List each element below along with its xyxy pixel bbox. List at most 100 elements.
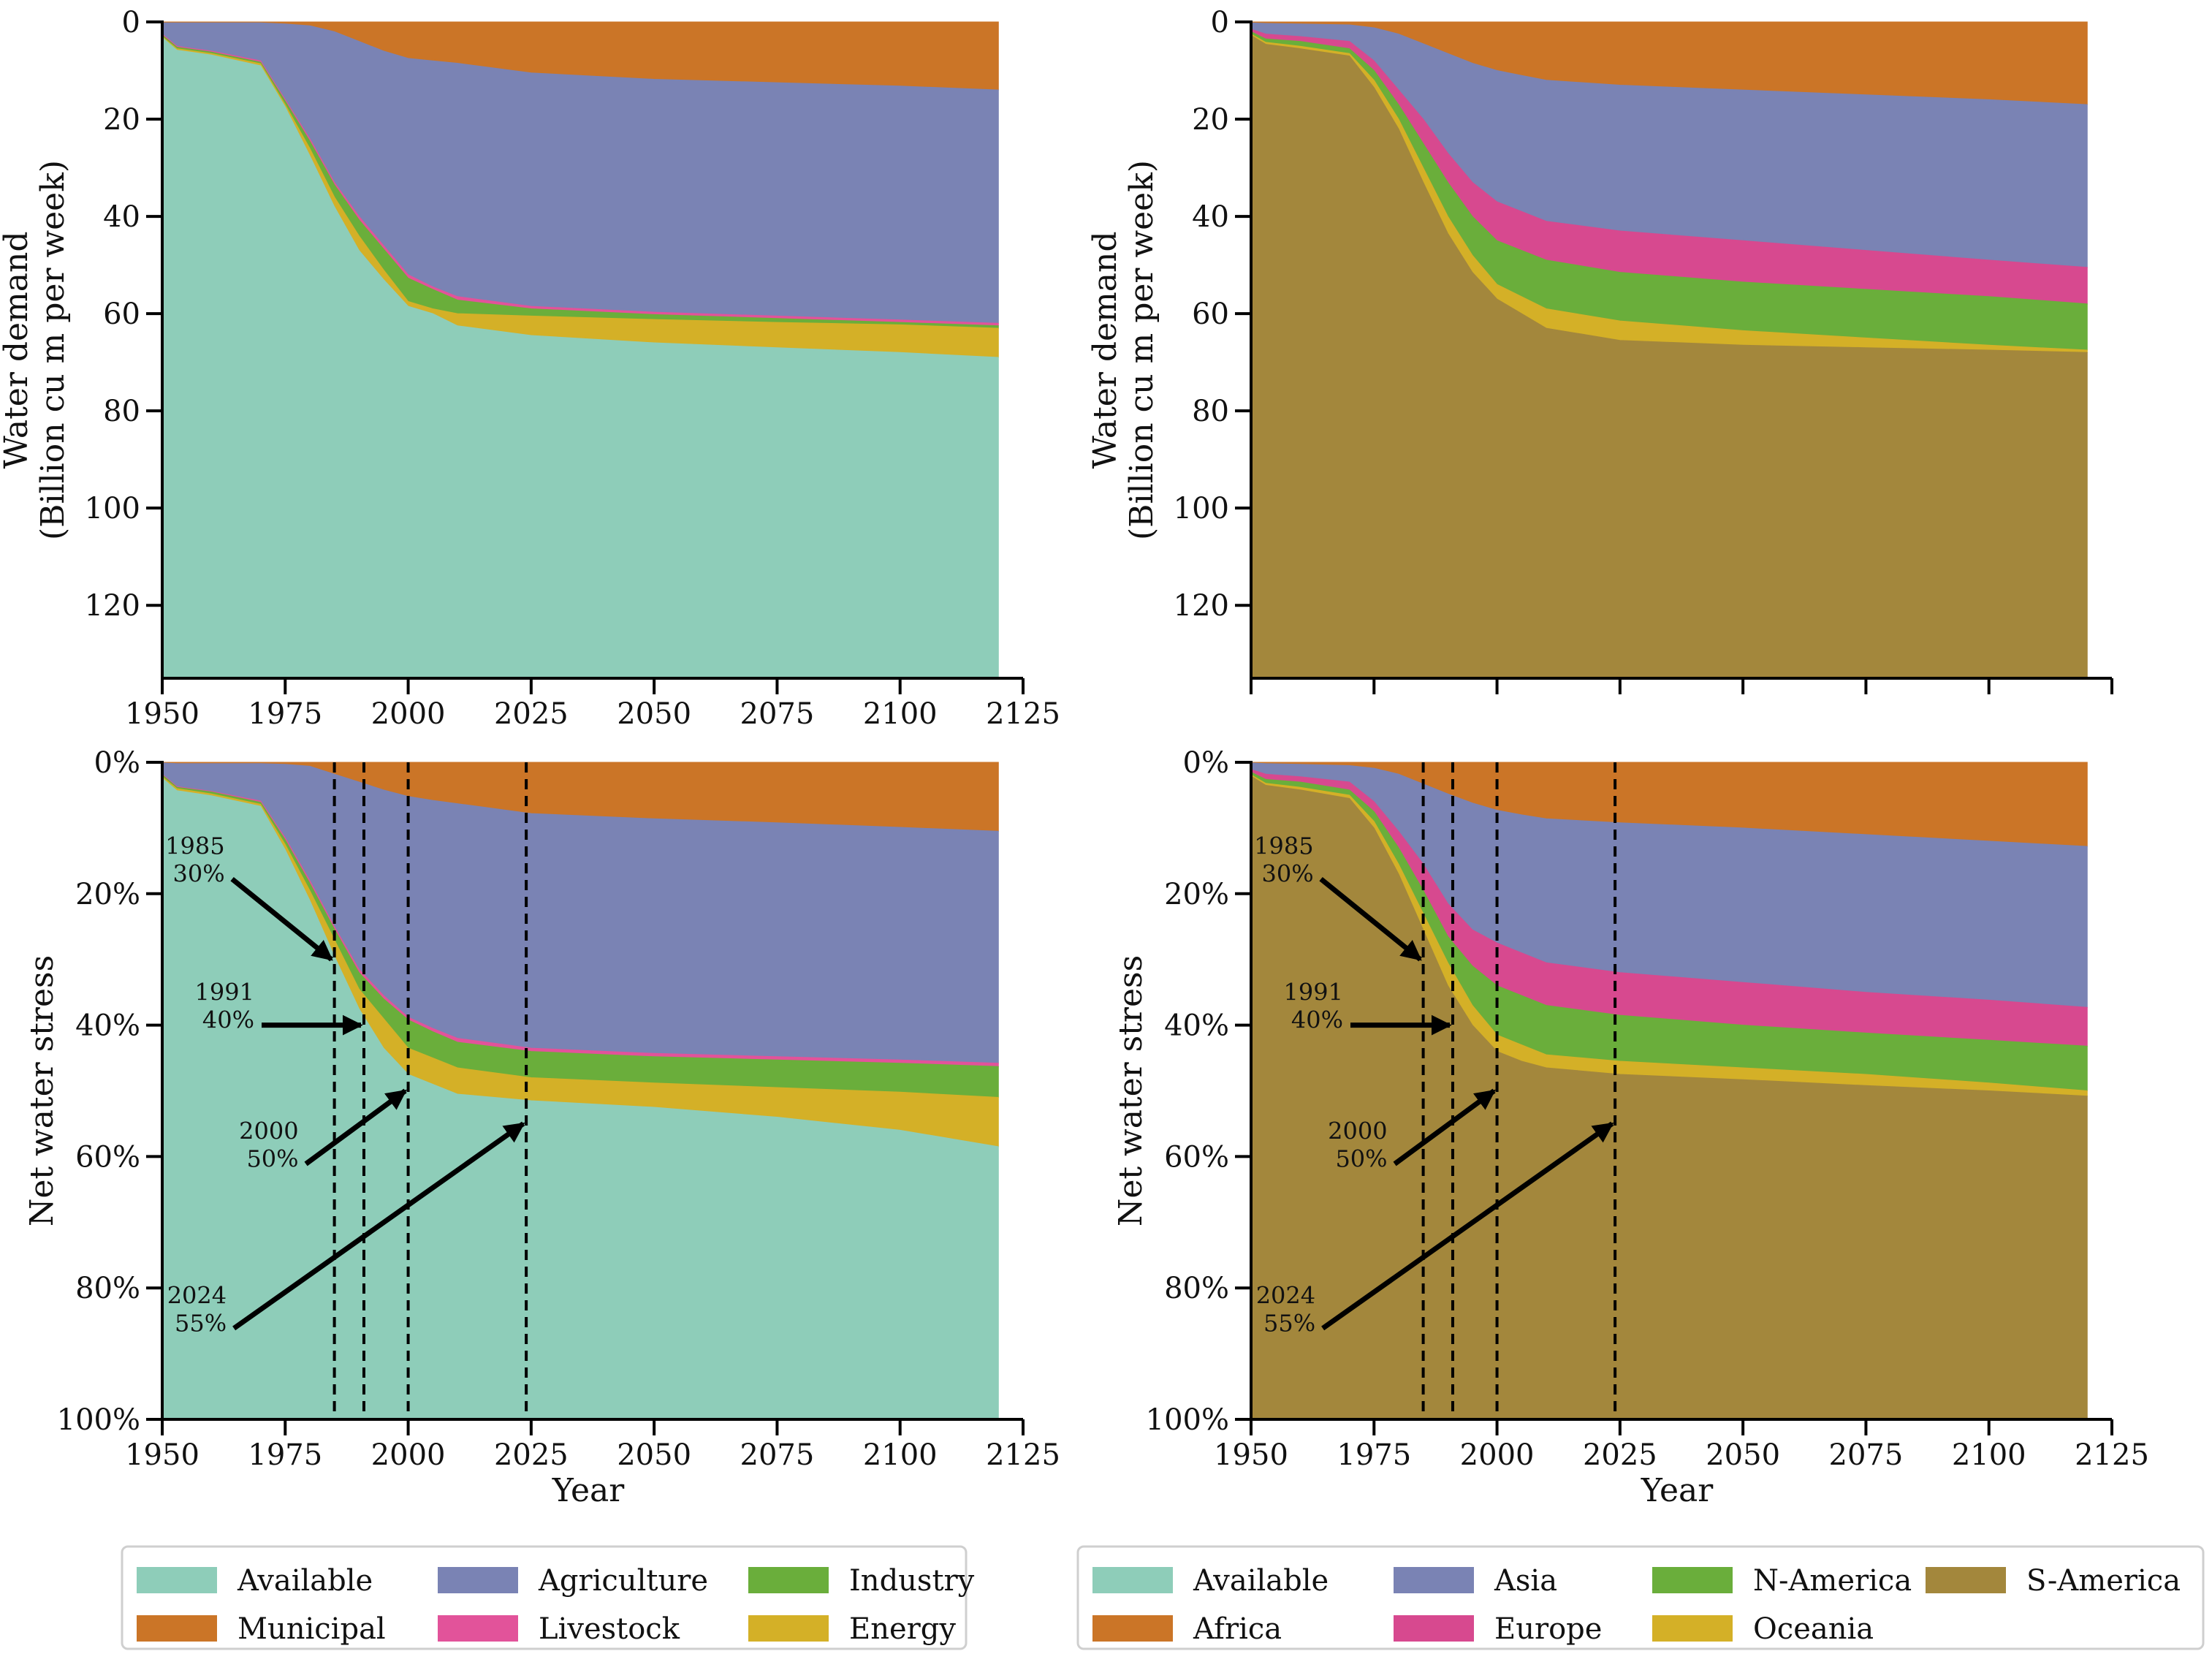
legend-swatch [1092, 1615, 1173, 1642]
x-tick-label-2075: 2075 [740, 1438, 815, 1472]
x-tick-label-1975: 1975 [1337, 1438, 1411, 1472]
annotation-year-1985: 1985 [1254, 832, 1313, 860]
y-axis-label: Water demand [0, 231, 35, 468]
y-tick-label-120: 120 [1174, 589, 1229, 623]
area-s-america [1250, 34, 2088, 679]
chart-top-right: 0 20 40 60 80 100 120 Water demand (Billion cu m… [1087, 6, 2113, 694]
x-tick-label-2050: 2050 [617, 1438, 691, 1472]
annotation-arrow-2024 [232, 1121, 525, 1331]
y-axis-label: (Billion cu m per week) [34, 160, 72, 540]
legend-item-livestock: Livestock [438, 1612, 680, 1646]
x-tick-label-2125: 2125 [986, 1438, 1060, 1472]
legend-region: Available Africa Asia Europe N-America Oceani… [1076, 1545, 2205, 1650]
x-tick-label-2000: 2000 [371, 1438, 446, 1472]
annotation-year-2024: 2024 [167, 1281, 227, 1309]
annotation-arrow-1985 [1319, 876, 1422, 962]
legend-label: Available [1193, 1564, 1329, 1598]
y-tick-label-40: 40% [75, 1009, 140, 1043]
legend-item-europe: Europe [1394, 1612, 1602, 1646]
annotation-value-1985: 30% [1261, 860, 1313, 888]
legend-label: Oceania [1753, 1612, 1874, 1646]
annotation-value-1991: 40% [202, 1006, 254, 1034]
y-tick-label-20: 20 [103, 103, 140, 137]
x-tick-label-2075: 2075 [740, 697, 815, 731]
x-tick-label-2100: 2100 [863, 1438, 938, 1472]
annotation-value-2000: 50% [1335, 1145, 1387, 1173]
y-tick-label-0: 0% [1183, 746, 1229, 780]
y-tick-label-100: 100% [1146, 1403, 1229, 1437]
annotation-year-2024: 2024 [1256, 1281, 1315, 1309]
y-tick-label-60: 60% [75, 1140, 140, 1174]
legend-swatch [438, 1567, 518, 1593]
legend-swatch [137, 1615, 217, 1642]
x-tick-label-1950: 1950 [1214, 1438, 1288, 1472]
x-tick-label-2075: 2075 [1829, 1438, 1904, 1472]
y-axis-label: Net water stress [23, 955, 61, 1226]
y-tick-label-20: 20% [1164, 878, 1229, 911]
legend-swatch [748, 1615, 829, 1642]
y-tick-label-80: 80% [75, 1272, 140, 1305]
legend-swatch [1926, 1567, 2006, 1593]
y-tick-label-60: 60 [103, 297, 140, 331]
y-axis-label: (Billion cu m per week) [1123, 160, 1160, 540]
y-axis-label: Water demand [1087, 231, 1124, 468]
legend-label: Africa [1193, 1612, 1282, 1646]
x-tick-label-2025: 2025 [494, 697, 569, 731]
x-tick-label-2000: 2000 [371, 697, 446, 731]
legend-swatch [1652, 1567, 1733, 1593]
legend-swatch [1394, 1615, 1474, 1642]
y-tick-label-40: 40 [1192, 200, 1229, 234]
legend-label: Energy [849, 1612, 956, 1646]
annotation-arrow-2000 [304, 1088, 407, 1166]
legend-label: Livestock [539, 1612, 680, 1646]
legend-label: Europe [1494, 1612, 1602, 1646]
y-tick-label-100: 100 [85, 492, 140, 525]
legend-label: Agriculture [538, 1564, 708, 1598]
x-tick-label-2050: 2050 [617, 697, 691, 731]
annotation-year-1991: 1991 [195, 979, 254, 1006]
x-tick-label-2050: 2050 [1706, 1438, 1780, 1472]
annotation-year-2000: 2000 [239, 1118, 298, 1145]
x-tick-label-2025: 2025 [494, 1438, 569, 1472]
x-axis-label: Year [1641, 1472, 1714, 1509]
x-tick-label-2125: 2125 [2075, 1438, 2149, 1472]
legend-item-industry: Industry [748, 1564, 975, 1598]
chart-top-left: 1950 1975 2000 2025 2050 2075 2100 2125 0 20 40 60 8… [0, 6, 1060, 731]
y-tick-label-40: 40% [1164, 1009, 1229, 1043]
x-tick-label-1975: 1975 [248, 1438, 322, 1472]
annotation-arrow-1985 [230, 876, 333, 962]
annotation-year-2000: 2000 [1328, 1118, 1387, 1145]
legend-item-asia: Asia [1394, 1564, 1557, 1598]
legend-swatch [1394, 1567, 1474, 1593]
annotation-value-1985: 30% [172, 860, 224, 888]
legend-item-available: Available [1092, 1564, 1329, 1598]
legend-item-municipal: Municipal [137, 1612, 386, 1646]
x-tick-label-1950: 1950 [125, 1438, 199, 1472]
legend-swatch [748, 1567, 829, 1593]
x-tick-label-1950: 1950 [125, 697, 199, 731]
legend-item-available: Available [137, 1564, 373, 1598]
legend-label: Asia [1494, 1564, 1557, 1598]
y-tick-label-60: 60 [1192, 297, 1229, 331]
annotation-value-2024: 55% [1263, 1309, 1315, 1337]
y-tick-label-80: 80 [103, 395, 140, 428]
x-tick-label-1975: 1975 [248, 697, 322, 731]
y-axis-label: Net water stress [1112, 955, 1149, 1226]
legend-frame [1076, 1545, 2205, 1650]
annotation-arrow-2000 [1393, 1088, 1496, 1166]
area-available [161, 777, 999, 1420]
annotation-value-1991: 40% [1291, 1006, 1343, 1034]
legend-item-energy: Energy [748, 1612, 956, 1646]
legend-label: Available [237, 1564, 373, 1598]
legend-item-africa: Africa [1092, 1612, 1282, 1646]
legend-label: N-America [1753, 1564, 1912, 1598]
legend-swatch [1652, 1615, 1733, 1642]
x-tick-label-2100: 2100 [1952, 1438, 2026, 1472]
legend-item-agriculture: Agriculture [438, 1564, 708, 1598]
legend-label: Industry [849, 1564, 975, 1598]
annotation-value-2024: 55% [175, 1309, 227, 1337]
legend-item-n-america: N-America [1652, 1564, 1912, 1598]
